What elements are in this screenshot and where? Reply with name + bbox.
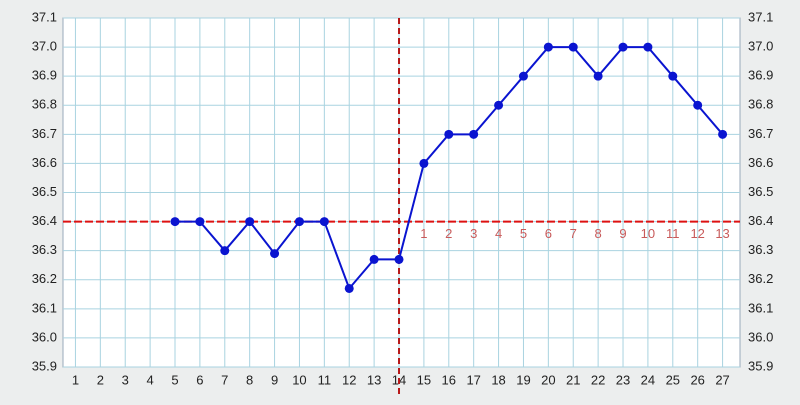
luteal-day-label: 12 [690,226,704,241]
y-tick-label-right: 36.5 [748,184,773,199]
y-tick-label-right: 36.9 [748,68,773,83]
x-tick-label: 26 [690,372,704,387]
x-tick-label: 22 [591,372,605,387]
y-tick-label: 36.7 [32,126,57,141]
luteal-day-label: 9 [619,226,626,241]
x-tick-label: 5 [171,372,178,387]
luteal-day-label: 2 [445,226,452,241]
temperature-point [469,129,479,139]
x-tick-label: 2 [97,372,104,387]
temperature-point [294,217,304,227]
x-tick-label: 23 [616,372,630,387]
luteal-day-label: 8 [595,226,602,241]
temperature-point [668,71,678,81]
temperature-point [618,42,628,52]
x-tick-label: 7 [221,372,228,387]
y-tick-label-right: 36.4 [748,213,773,228]
y-tick-label: 37.0 [32,39,57,54]
x-tick-label: 12 [342,372,356,387]
y-tick-label-right: 36.7 [748,126,773,141]
y-tick-label-right: 37.0 [748,39,773,54]
temperature-point [195,217,205,227]
temperature-point [643,42,653,52]
y-tick-label: 36.2 [32,271,57,286]
temperature-point [568,42,578,52]
luteal-day-label: 4 [495,226,502,241]
temperature-point [494,100,504,110]
luteal-day-label: 1 [420,226,427,241]
temperature-point [518,71,528,81]
x-tick-label: 16 [442,372,456,387]
y-tick-label: 36.9 [32,68,57,83]
temperature-point [394,254,404,264]
y-tick-label-right: 36.1 [748,300,773,315]
temperature-point [543,42,553,52]
x-tick-label: 6 [196,372,203,387]
temperature-point [369,254,379,264]
x-tick-label: 11 [318,372,332,387]
y-tick-label: 36.6 [32,155,57,170]
x-tick-label: 24 [641,372,655,387]
x-tick-label: 3 [122,372,129,387]
x-tick-label: 19 [516,372,530,387]
x-tick-label: 4 [146,372,153,387]
temperature-point [270,249,280,259]
x-tick-label: 13 [367,372,381,387]
y-tick-label: 36.3 [32,242,57,257]
y-tick-label: 36.1 [32,300,57,315]
temperature-point [419,158,429,168]
x-tick-label: 21 [566,372,580,387]
x-tick-label: 9 [271,372,278,387]
y-tick-label-right: 36.8 [748,97,773,112]
luteal-day-label: 13 [715,226,729,241]
y-tick-label: 36.5 [32,184,57,199]
y-tick-label-right: 36.6 [748,155,773,170]
y-tick-label: 36.0 [32,329,57,344]
y-tick-label: 36.4 [32,213,57,228]
x-tick-label: 10 [292,372,306,387]
temperature-point [344,283,354,293]
luteal-day-label: 7 [570,226,577,241]
x-tick-label: 1 [72,372,79,387]
temperature-point [444,129,454,139]
y-tick-label-right: 36.2 [748,271,773,286]
luteal-day-label: 5 [520,226,527,241]
temperature-point [170,217,180,227]
temperature-point [693,100,703,110]
x-tick-label: 20 [541,372,555,387]
y-tick-label: 35.9 [32,358,57,373]
luteal-day-label: 11 [666,226,680,241]
temperature-point [593,71,603,81]
y-tick-label: 37.1 [32,9,57,24]
luteal-day-label: 6 [545,226,552,241]
temperature-point [718,129,728,139]
luteal-day-label: 10 [641,226,655,241]
y-tick-label-right: 37.1 [748,9,773,24]
y-tick-label-right: 36.3 [748,242,773,257]
x-tick-label: 18 [491,372,505,387]
y-tick-label: 36.8 [32,97,57,112]
y-tick-label-right: 35.9 [748,358,773,373]
x-tick-label: 17 [466,372,480,387]
temperature-point [319,217,329,227]
y-tick-label-right: 36.0 [748,329,773,344]
x-tick-label: 25 [666,372,680,387]
luteal-day-label: 3 [470,226,477,241]
temperature-point [245,217,255,227]
x-tick-label: 27 [715,372,729,387]
temperature-point [220,246,230,256]
x-tick-label: 8 [246,372,253,387]
x-tick-label: 15 [417,372,431,387]
